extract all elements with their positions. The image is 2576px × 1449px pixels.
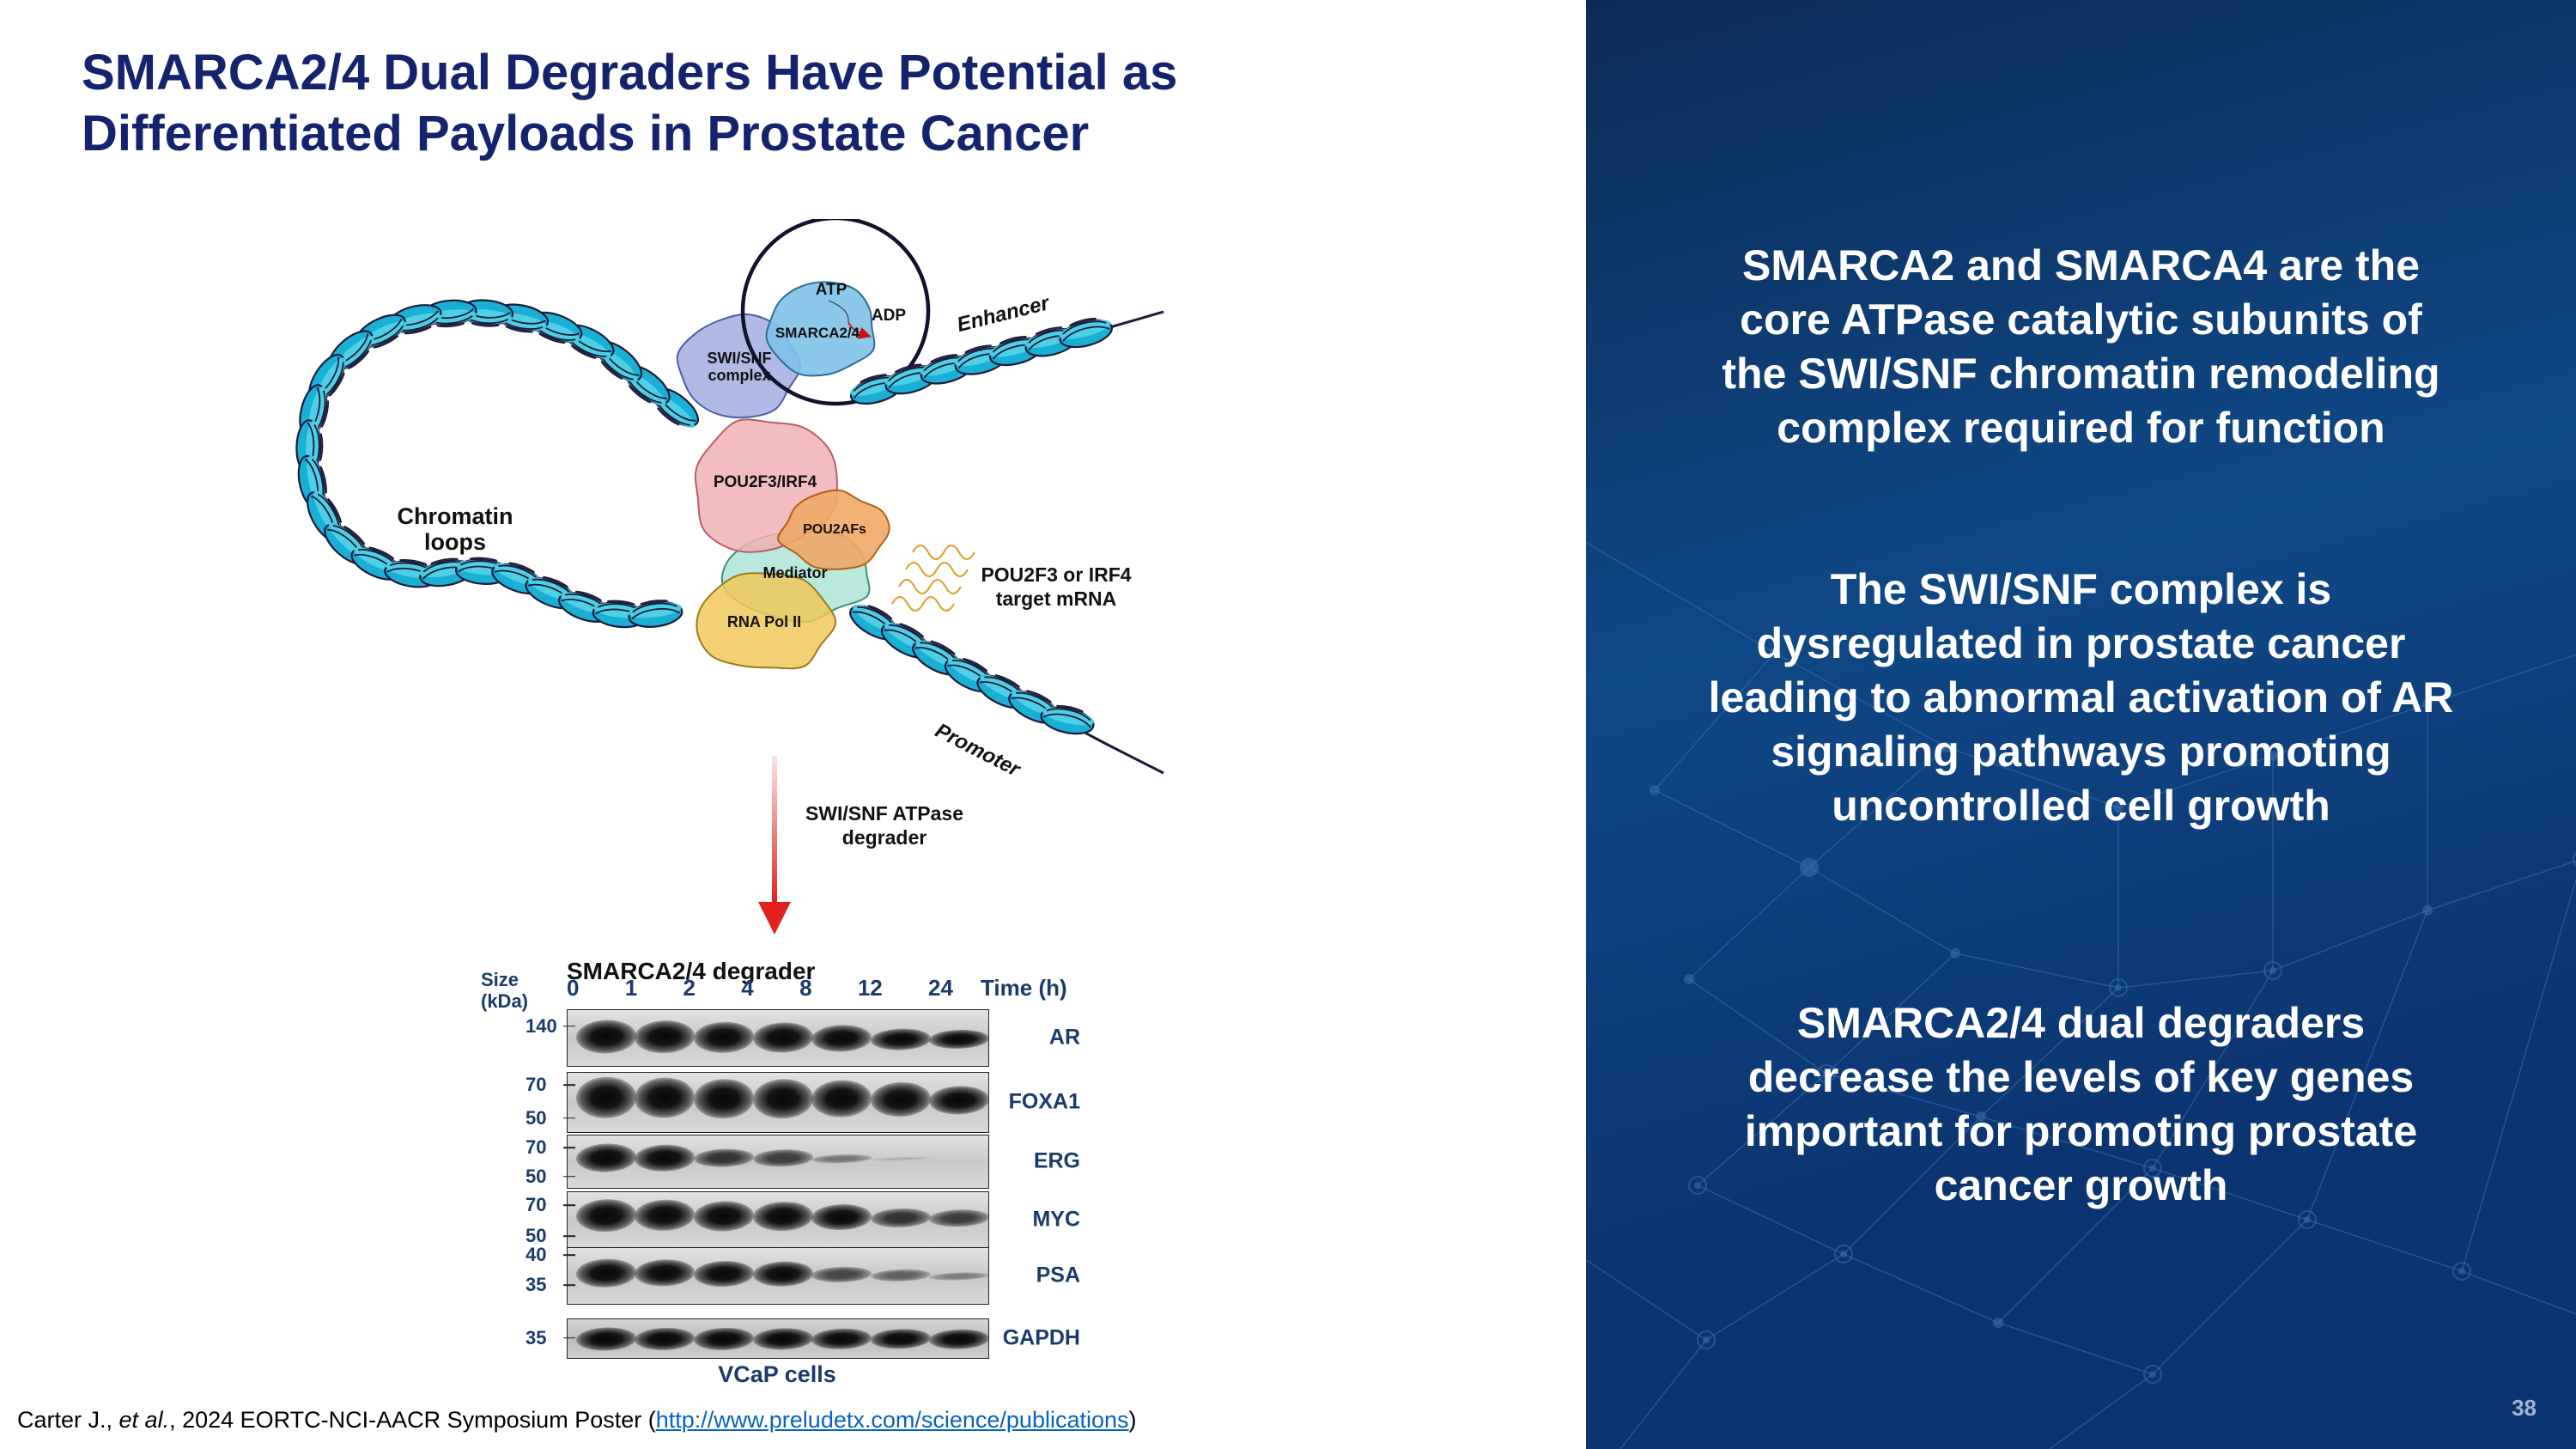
svg-text:Mediator: Mediator [762,564,827,581]
svg-text:POU2AFs: POU2AFs [803,522,866,537]
svg-text:Chromatin: Chromatin [398,503,513,529]
svg-text:POU2F3/IRF4: POU2F3/IRF4 [714,473,817,491]
svg-text:loops: loops [424,529,486,555]
svg-text:SMARCA2/4: SMARCA2/4 [775,325,860,341]
svg-text:ADP: ADP [872,307,906,325]
svg-text:degrader: degrader [842,826,927,849]
svg-text:Promoter: Promoter [932,719,1025,782]
svg-text:Enhancer: Enhancer [955,291,1053,337]
svg-text:POU2F3 or IRF4: POU2F3 or IRF4 [981,563,1131,586]
svg-text:ATP: ATP [816,281,848,299]
svg-text:SWI/SNF ATPase: SWI/SNF ATPase [805,802,963,825]
svg-text:RNA Pol II: RNA Pol II [727,613,801,630]
svg-text:target mRNA: target mRNA [996,588,1117,610]
